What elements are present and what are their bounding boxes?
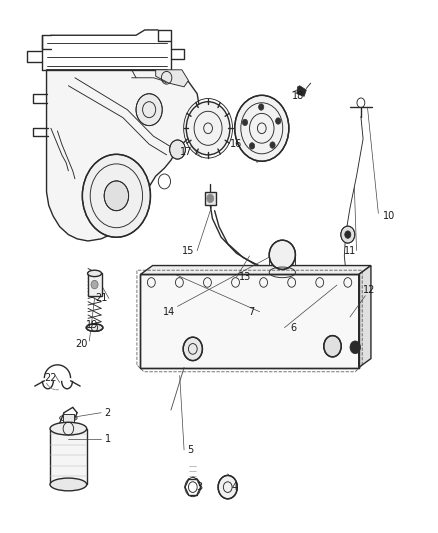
Polygon shape [46, 70, 199, 241]
Circle shape [258, 104, 264, 110]
Ellipse shape [88, 270, 102, 277]
Text: 13: 13 [239, 272, 251, 282]
Text: 1: 1 [105, 434, 111, 445]
Text: 17: 17 [180, 147, 192, 157]
Text: 12: 12 [364, 286, 376, 295]
Text: 7: 7 [249, 306, 255, 317]
Polygon shape [155, 70, 188, 87]
Text: 15: 15 [182, 246, 194, 255]
Circle shape [104, 181, 129, 211]
Text: 6: 6 [290, 322, 296, 333]
Polygon shape [359, 265, 371, 368]
Text: 22: 22 [45, 373, 57, 383]
Text: 4: 4 [231, 482, 237, 492]
Circle shape [170, 140, 185, 159]
Circle shape [249, 143, 254, 149]
Text: 20: 20 [75, 338, 88, 349]
Circle shape [207, 194, 214, 203]
Circle shape [91, 280, 98, 289]
Text: 19: 19 [86, 320, 99, 330]
Text: 21: 21 [95, 293, 107, 303]
Circle shape [82, 155, 150, 237]
Circle shape [350, 341, 360, 354]
Circle shape [186, 102, 230, 155]
Circle shape [235, 95, 289, 161]
Circle shape [136, 94, 162, 126]
Text: 5: 5 [187, 445, 194, 455]
Text: 2: 2 [105, 408, 111, 418]
Bar [141, 274, 359, 368]
Text: 18: 18 [291, 91, 304, 101]
Ellipse shape [86, 324, 103, 332]
Bar [50, 429, 87, 484]
Circle shape [276, 118, 281, 124]
Text: 3: 3 [196, 482, 202, 492]
Polygon shape [141, 265, 371, 274]
Circle shape [242, 119, 247, 126]
Circle shape [270, 142, 275, 148]
Circle shape [218, 475, 237, 499]
Bar [205, 192, 215, 205]
Bar [88, 273, 102, 296]
Text: 14: 14 [162, 306, 175, 317]
Bar [63, 414, 74, 422]
Circle shape [345, 231, 351, 238]
Bar [141, 274, 359, 368]
Circle shape [183, 337, 202, 361]
Text: 11: 11 [344, 246, 356, 255]
Circle shape [341, 226, 355, 243]
Ellipse shape [50, 422, 87, 435]
Circle shape [324, 336, 341, 357]
Ellipse shape [269, 240, 295, 269]
Ellipse shape [50, 478, 87, 491]
Text: 16: 16 [230, 139, 243, 149]
Polygon shape [297, 86, 306, 96]
Text: 10: 10 [383, 211, 396, 221]
